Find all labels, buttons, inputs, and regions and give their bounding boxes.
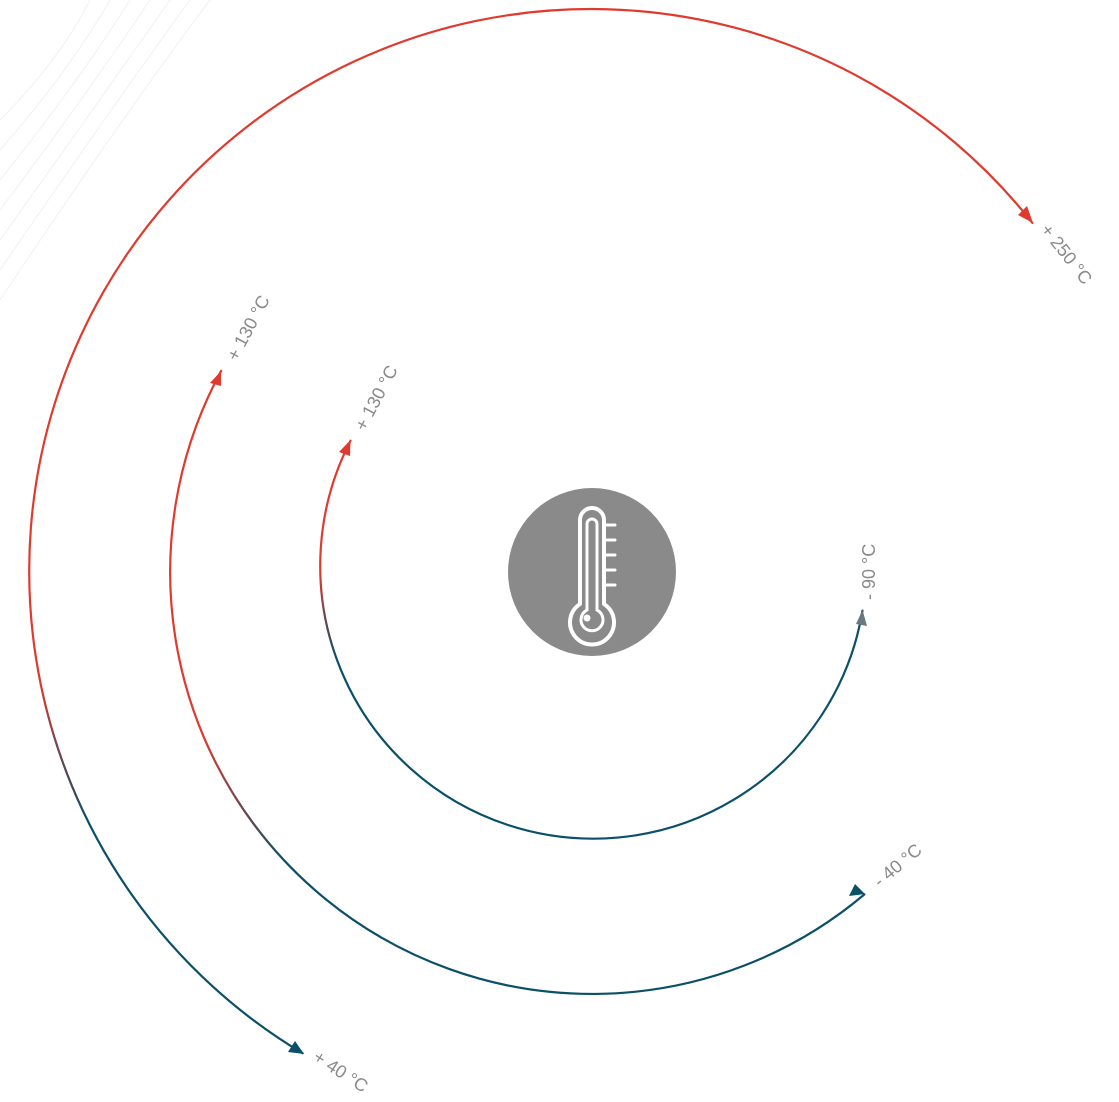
range-outer-end-label: + 250 °C (1037, 220, 1096, 288)
range-middle-end-arrow (210, 371, 221, 386)
thermometer-icon-ticks (602, 523, 617, 587)
range-middle-start-arrow (849, 884, 865, 896)
thermometer-icon-body (568, 506, 616, 647)
range-outer-start-label: + 40 °C (310, 1047, 372, 1097)
range-outer-arc (28, 7, 1034, 1055)
range-middle-arc (169, 369, 866, 995)
range-middle-end-label: + 130 °C (223, 292, 274, 364)
range-inner-end-label: + 130 °C (351, 362, 402, 434)
thermometer-icon (508, 488, 676, 656)
range-inner-start-arrow (856, 610, 867, 626)
thermometer-icon-background (508, 488, 676, 656)
background-lines (0, 0, 211, 301)
range-inner-end-arrow (339, 440, 351, 456)
range-outer-start-arrow (288, 1041, 304, 1054)
thermometer-icon-tube (579, 517, 605, 633)
range-inner-arc (319, 439, 864, 840)
range-outer-end-arrow (1018, 206, 1033, 223)
range-inner-start-label: - 90 °C (859, 544, 879, 600)
range-middle-start-label: - 40 °C (870, 840, 926, 891)
thermometer-icon-bulb-dot (583, 614, 591, 622)
